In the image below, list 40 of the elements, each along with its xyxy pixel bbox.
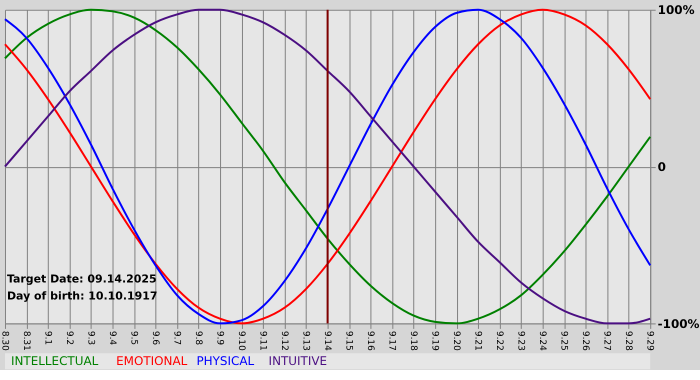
x-tick-label: 9.8 (193, 330, 204, 346)
y-tick-label: 0 (658, 160, 666, 174)
x-tick-label: 9.6 (150, 330, 160, 346)
x-tick-label: 9.20 (451, 330, 462, 352)
x-tick-label: 9.23 (516, 330, 526, 351)
x-tick-label: 9.28 (623, 330, 634, 352)
x-tick-label: 9.1 (42, 330, 53, 346)
x-tick-label: 9.24 (537, 330, 548, 352)
text: INTELLECTUAL (10, 354, 99, 368)
x-tick-label: 9.3 (86, 330, 96, 346)
x-tick-label: 9.7 (172, 330, 182, 346)
text: EMOTIONAL (116, 354, 188, 368)
x-tick-label: 9.2 (64, 330, 74, 346)
x-tick-label: 9.11 (258, 330, 268, 351)
x-tick-label: 9.13 (300, 330, 311, 351)
annotation: Day of birth: 10.10.1917 (6, 290, 158, 303)
x-tick-label: 9.14 (322, 330, 332, 352)
text: INTUITIVE (268, 354, 328, 368)
x-tick-label: 9.17 (386, 330, 397, 351)
x-tick-label: 8.31 (20, 330, 31, 351)
y-tick-label: 100% (658, 3, 695, 18)
text: PHYSICAL (196, 354, 255, 368)
x-tick-label: 9.25 (558, 330, 569, 351)
x-tick-label: 9.19 (430, 330, 440, 352)
x-tick-label: 9.18 (408, 330, 418, 352)
x-tick-label: 9.15 (344, 330, 354, 351)
x-tick-label: 9.4 (107, 330, 118, 346)
x-tick-label: 9.16 (365, 330, 376, 352)
x-tick-label: 9.22 (494, 330, 504, 351)
x-tick-label: 9.5 (128, 330, 139, 346)
annotation: Target Date: 09.14.2025 (6, 272, 157, 286)
x-tick-label: 9.29 (644, 330, 655, 352)
x-tick-label: 9.26 (580, 330, 590, 352)
x-tick-label: 9.12 (279, 330, 290, 351)
x-tick-label: 9.10 (236, 330, 246, 352)
x-tick-label: 9.9 (214, 330, 225, 346)
y-tick-label: -100% (658, 316, 700, 331)
x-tick-label: 9.21 (472, 330, 483, 351)
x-tick-label: 8.30 (0, 330, 10, 352)
x-tick-label: 9.27 (602, 330, 612, 351)
